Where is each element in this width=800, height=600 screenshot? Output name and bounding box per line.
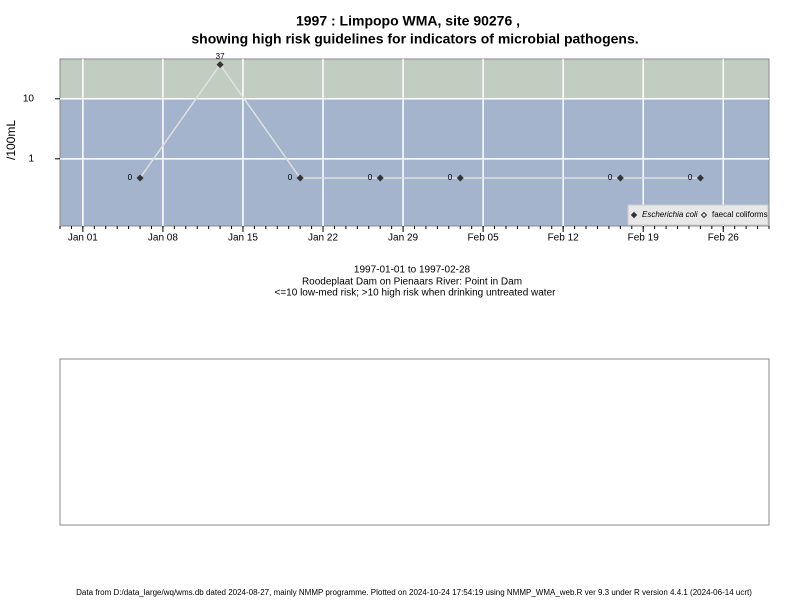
data-label: 0 [128,173,133,182]
x-tick-label: Jan 01 [68,233,98,244]
legend-label: faecal coliforms [712,210,768,219]
caption: Roodeplaat Dam on Pienaars River: Point … [302,277,522,288]
data-point [136,174,144,182]
data-point [296,174,304,182]
data-label: 0 [688,173,693,182]
data-label: 0 [368,173,373,182]
chart-subtitle: showing high risk guidelines for indicat… [191,31,638,47]
x-tick-label: Feb 26 [708,233,740,244]
chart-title: 1997 : Limpopo WMA, site 90276 , [296,13,520,29]
data-label: 0 [608,173,613,182]
x-tick-label: Feb 19 [628,233,660,244]
footer: Data from D:/data_large/wq/wms.db dated … [76,588,752,597]
x-tick-label: Jan 08 [148,233,178,244]
high-risk-band [60,59,769,99]
data-point [376,174,384,182]
x-tick-label: Feb 05 [468,233,500,244]
x-tick-label: Jan 29 [388,233,418,244]
data-label: 37 [216,52,225,61]
data-point [696,174,704,182]
data-label: 0 [288,173,293,182]
data-point [616,174,624,182]
legend-box [627,204,769,226]
data-label: 0 [448,173,453,182]
x-tick-label: Jan 22 [308,233,338,244]
data-point [216,61,224,69]
legend-label: Escherichia coli [642,210,698,219]
y-tick-label: 10 [23,93,35,104]
caption: <=10 low-med risk; >10 high risk when dr… [275,288,557,299]
data-point [456,174,464,182]
empty-panel [59,358,770,526]
y-tick-label: 1 [28,153,34,164]
x-tick-label: Jan 15 [228,233,258,244]
legend-marker [630,211,638,219]
legend-marker [700,211,708,219]
x-tick-label: Feb 12 [548,233,580,244]
y-axis-label: /100mL [4,120,18,160]
caption: 1997-01-01 to 1997-02-28 [354,265,471,276]
